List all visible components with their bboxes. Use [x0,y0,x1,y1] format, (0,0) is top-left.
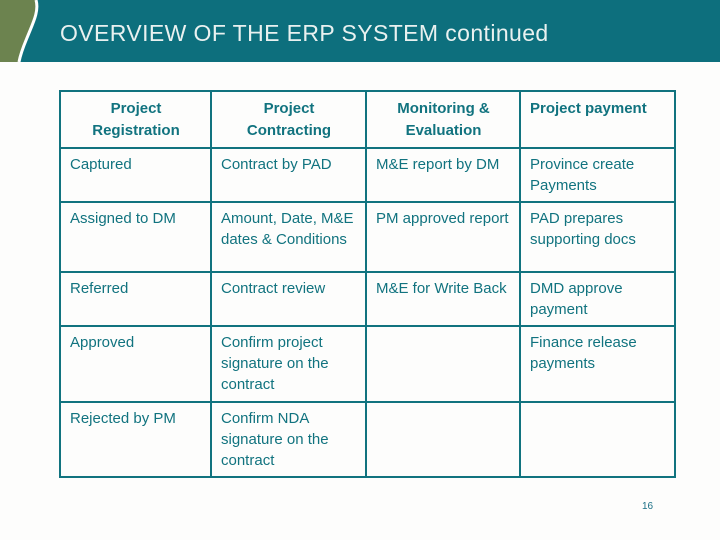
table-header-row: Project Registration Project Contracting… [59,90,676,149]
cell-monitoring: M&E report by DM [365,147,521,203]
cell-contracting: Confirm project signature on the contrac… [210,325,367,403]
cell-registration: Referred [59,271,212,327]
page-number: 16 [642,501,654,512]
cell-payment: DMD approve payment [519,271,676,327]
table-row: Approved Confirm project signature on th… [59,325,676,403]
cell-registration: Approved [59,325,212,403]
cell-contracting: Amount, Date, M&E dates & Conditions [210,201,367,273]
cell-monitoring [365,325,521,403]
cell-monitoring: M&E for Write Back [365,271,521,327]
cell-payment: PAD prepares supporting docs [519,201,676,273]
table-row: Assigned to DM Amount, Date, M&E dates &… [59,201,676,273]
table-row: Captured Contract by PAD M&E report by D… [59,147,676,203]
table-row: Rejected by PM Confirm NDA signature on … [59,401,676,478]
cell-payment: Province create Payments [519,147,676,203]
table-row: Referred Contract review M&E for Write B… [59,271,676,327]
cell-registration: Assigned to DM [59,201,212,273]
column-header-project-contracting: Project Contracting [210,90,367,149]
cell-contracting: Contract review [210,271,367,327]
cell-registration: Captured [59,147,212,203]
wave-accent-icon [0,0,39,62]
cell-contracting: Contract by PAD [210,147,367,203]
erp-overview-table: Project Registration Project Contracting… [59,90,676,478]
cell-registration: Rejected by PM [59,401,212,478]
cell-monitoring: PM approved report [365,201,521,273]
slide-title: OVERVIEW OF THE ERP SYSTEM continued [60,19,549,46]
column-header-project-registration: Project Registration [59,90,212,149]
cell-payment [519,401,676,478]
cell-monitoring [365,401,521,478]
column-header-monitoring-evaluation: Monitoring & Evaluation [365,90,521,149]
cell-contracting: Confirm NDA signature on the contract [210,401,367,478]
cell-payment: Finance release payments [519,325,676,403]
column-header-project-payment: Project payment [519,90,676,149]
title-banner: OVERVIEW OF THE ERP SYSTEM continued [0,0,720,62]
